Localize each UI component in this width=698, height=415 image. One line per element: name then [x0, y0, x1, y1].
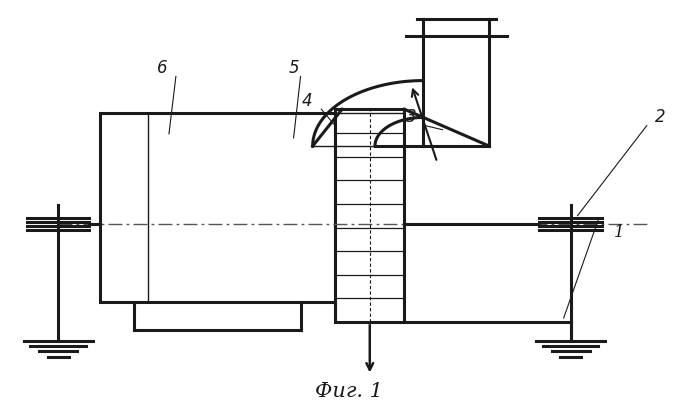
Text: 5: 5: [288, 59, 299, 77]
Text: 2: 2: [655, 108, 666, 127]
Text: Фиг. 1: Фиг. 1: [315, 382, 383, 401]
Text: 6: 6: [157, 59, 168, 77]
Text: 3: 3: [406, 108, 417, 127]
Bar: [100, 113, 335, 302]
Text: 1: 1: [614, 224, 625, 241]
Bar: [335, 109, 404, 322]
Text: 4: 4: [302, 92, 313, 110]
